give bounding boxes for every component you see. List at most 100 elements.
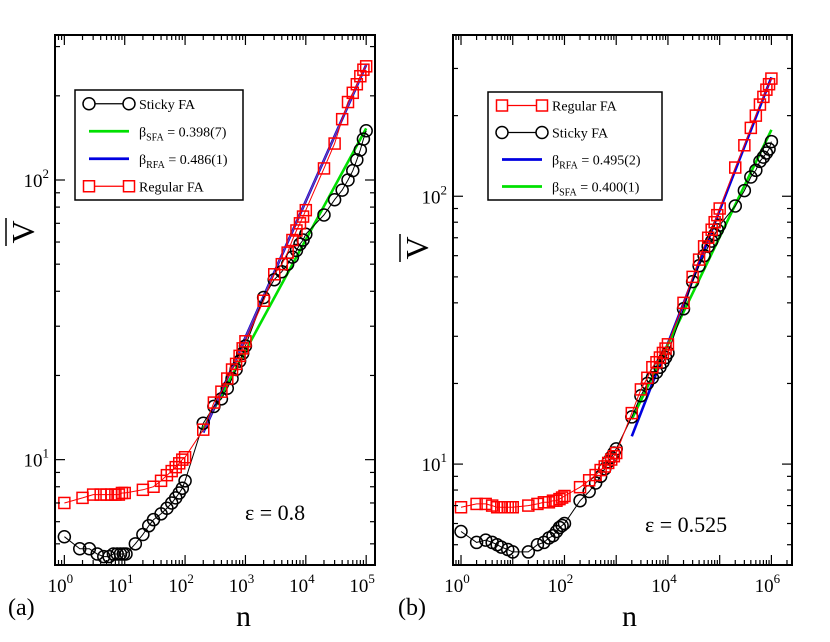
data-point-regular bbox=[744, 121, 758, 135]
data-point-regular bbox=[197, 423, 210, 436]
data-point-sticky bbox=[327, 192, 342, 207]
data-point-sticky bbox=[128, 537, 143, 551]
data-point-sticky bbox=[744, 170, 758, 184]
data-point-sticky bbox=[110, 547, 124, 561]
data-point-regular bbox=[178, 450, 192, 464]
x-tick-label: 104 bbox=[289, 571, 315, 597]
data-point-regular bbox=[701, 231, 715, 244]
data-point-sticky bbox=[469, 535, 484, 550]
data-point-regular bbox=[650, 356, 663, 369]
data-point-regular bbox=[661, 338, 675, 351]
legend-marker-square bbox=[535, 99, 549, 112]
y-tick-label: 102 bbox=[24, 166, 50, 192]
x-tick-label: 102 bbox=[548, 571, 574, 597]
data-point-regular bbox=[753, 98, 767, 111]
data-point-regular bbox=[229, 357, 243, 371]
y-tick-label: 102 bbox=[422, 182, 448, 208]
data-point-regular bbox=[236, 342, 249, 355]
data-point-regular bbox=[165, 464, 178, 478]
data-point-regular bbox=[659, 342, 672, 355]
data-point-sticky bbox=[537, 535, 551, 550]
y-tick-label: 101 bbox=[24, 446, 50, 472]
y-axis-label: V bbox=[399, 234, 435, 262]
data-point-regular bbox=[359, 60, 373, 73]
legend-label: βSFA = 0.400(1) bbox=[552, 181, 640, 199]
data-point-sticky bbox=[97, 549, 111, 564]
data-point-sticky bbox=[546, 529, 560, 543]
epsilon-annotation: ε = 0.8 bbox=[245, 500, 305, 525]
plot-area bbox=[454, 72, 779, 559]
data-point-regular bbox=[58, 496, 71, 510]
data-point-regular bbox=[350, 77, 364, 91]
legend-marker-circle bbox=[82, 97, 96, 111]
data-point-sticky bbox=[573, 493, 587, 508]
legend: Regular FA Sticky FA βRFA = 0.495(2) βSFA =… bbox=[487, 91, 663, 201]
data-point-sticky bbox=[762, 142, 776, 156]
fit-line-rfa-fit bbox=[630, 76, 773, 437]
legend-label: Sticky FA bbox=[139, 98, 196, 113]
panel-label: (a) bbox=[8, 595, 35, 621]
panel-label: (b) bbox=[398, 595, 426, 621]
data-point-regular bbox=[686, 270, 699, 284]
data-point-sticky bbox=[73, 542, 87, 556]
legend-marker-circle bbox=[535, 125, 549, 140]
data-point-sticky bbox=[530, 537, 545, 552]
legend-label: βRFA = 0.495(2) bbox=[552, 154, 641, 172]
data-point-regular bbox=[598, 460, 611, 473]
x-tick-label: 104 bbox=[651, 571, 677, 597]
legend-box bbox=[487, 91, 663, 201]
data-point-regular bbox=[239, 335, 252, 348]
data-point-regular bbox=[357, 63, 370, 76]
series-line-sticky-fa bbox=[460, 141, 772, 553]
data-point-regular bbox=[607, 449, 621, 463]
data-point-sticky bbox=[759, 146, 774, 160]
data-point-regular bbox=[286, 233, 299, 247]
x-tick-label: 105 bbox=[349, 571, 375, 597]
data-point-regular bbox=[257, 294, 270, 307]
data-point-sticky bbox=[289, 243, 304, 258]
data-point-regular bbox=[609, 446, 623, 460]
data-point-regular bbox=[176, 453, 189, 466]
data-point-regular bbox=[317, 162, 331, 175]
data-point-regular bbox=[522, 499, 535, 512]
legend-label: Regular FA bbox=[139, 180, 205, 195]
x-tick-label: 102 bbox=[168, 571, 194, 597]
data-point-regular bbox=[215, 385, 228, 398]
data-point-regular bbox=[555, 491, 569, 504]
epsilon-annotation: ε = 0.525 bbox=[645, 512, 727, 537]
legend-marker-square bbox=[122, 180, 136, 193]
x-tick-label: 103 bbox=[229, 571, 255, 597]
legend-label: Regular FA bbox=[552, 100, 618, 115]
svg-text:V: V bbox=[399, 236, 435, 259]
data-point-sticky bbox=[57, 529, 72, 544]
fit-line-sfa-fit bbox=[202, 127, 368, 430]
data-point-regular bbox=[713, 202, 726, 215]
data-point-sticky bbox=[175, 481, 190, 496]
data-point-regular bbox=[573, 480, 587, 494]
data-point-sticky bbox=[749, 163, 763, 178]
data-point-regular bbox=[454, 501, 468, 514]
y-tick-label: 101 bbox=[422, 450, 448, 476]
data-point-sticky bbox=[178, 474, 192, 488]
data-point-sticky bbox=[494, 540, 509, 554]
x-tick-label: 106 bbox=[755, 571, 781, 597]
ticks bbox=[54, 35, 375, 565]
data-point-sticky bbox=[764, 134, 779, 149]
data-point-regular bbox=[711, 208, 724, 222]
data-point-regular bbox=[470, 497, 483, 511]
data-point-regular bbox=[296, 210, 310, 223]
data-point-regular bbox=[594, 463, 607, 477]
data-point-sticky bbox=[555, 518, 569, 533]
x-tick-label: 100 bbox=[444, 571, 470, 597]
data-point-sticky bbox=[293, 237, 307, 251]
data-point-regular bbox=[765, 72, 778, 85]
data-point-sticky bbox=[350, 153, 364, 167]
data-point-regular bbox=[697, 240, 711, 253]
data-point-sticky bbox=[478, 533, 493, 547]
data-point-sticky bbox=[335, 183, 349, 197]
data-point-regular bbox=[118, 486, 131, 500]
y-axis-label: V bbox=[5, 218, 41, 246]
data-point-regular bbox=[705, 223, 718, 236]
data-point-regular bbox=[169, 460, 182, 474]
